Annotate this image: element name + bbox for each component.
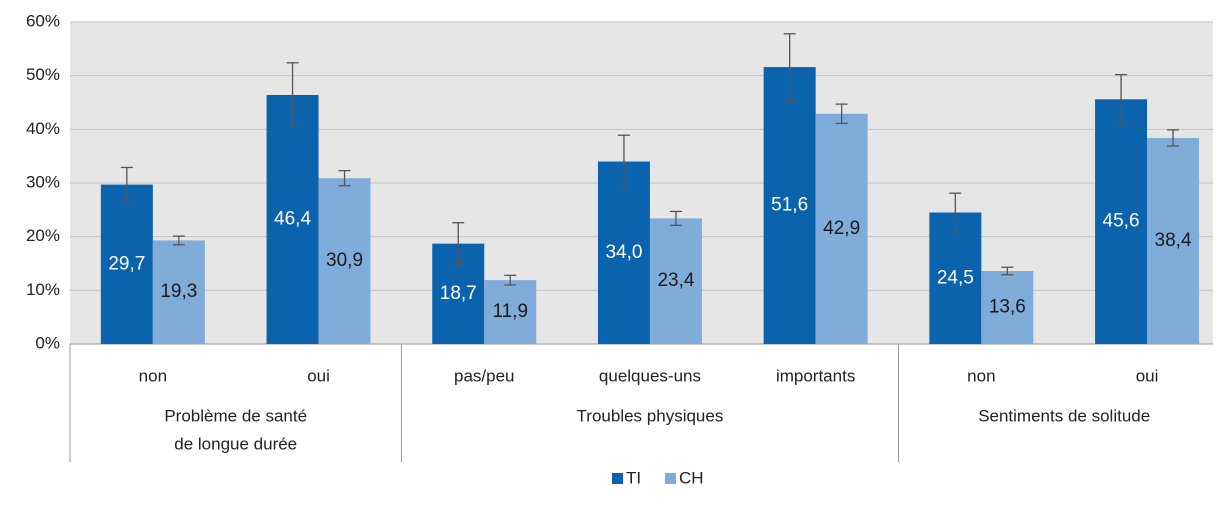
value-label: 45,6 <box>1103 211 1140 232</box>
bar <box>981 271 1034 344</box>
legend-label: CH <box>679 468 704 487</box>
bar <box>484 280 537 344</box>
y-tick-label: 50% <box>26 65 60 84</box>
value-label: 30,9 <box>326 250 363 271</box>
bar <box>649 218 702 344</box>
y-tick-label: 0% <box>35 333 60 352</box>
group-label: Troubles physiques <box>577 406 724 425</box>
x-tick-label: oui <box>307 366 330 385</box>
group-label: Problème de santé <box>164 406 307 425</box>
value-label: 38,4 <box>1155 230 1192 251</box>
bar <box>266 94 319 344</box>
bar <box>318 178 371 344</box>
bar <box>1095 99 1148 344</box>
x-tick-label: importants <box>776 366 855 385</box>
bar <box>100 184 153 344</box>
value-label: 18,7 <box>440 283 477 304</box>
x-tick-label: non <box>139 366 167 385</box>
bar <box>1147 137 1200 344</box>
x-tick-label: oui <box>1136 366 1159 385</box>
value-label: 11,9 <box>492 301 528 322</box>
value-label: 42,9 <box>823 218 860 239</box>
value-label: 29,7 <box>108 253 145 274</box>
y-tick-label: 40% <box>26 119 60 138</box>
x-tick-label: pas/peu <box>454 366 515 385</box>
value-label: 24,5 <box>937 267 974 288</box>
value-label: 34,0 <box>605 242 642 263</box>
group-label: Sentiments de solitude <box>978 406 1150 425</box>
x-tick-label: quelques-uns <box>599 366 701 385</box>
bar <box>152 240 205 344</box>
y-tick-label: 30% <box>26 172 60 191</box>
value-label: 51,6 <box>771 195 808 216</box>
value-label: 23,4 <box>657 270 694 291</box>
legend-swatch <box>665 473 676 484</box>
legend-label: TI <box>626 468 641 487</box>
bar <box>815 113 868 345</box>
y-tick-label: 60% <box>26 11 60 30</box>
bar <box>597 161 650 344</box>
value-label: 13,6 <box>989 297 1026 318</box>
x-tick-label: non <box>967 366 995 385</box>
group-label: de longue durée <box>174 434 297 453</box>
bar <box>929 212 982 344</box>
value-label: 19,3 <box>160 281 197 302</box>
bar <box>763 67 816 344</box>
legend-swatch <box>612 473 623 484</box>
y-tick-label: 10% <box>26 280 60 299</box>
value-label: 46,4 <box>274 209 311 230</box>
y-tick-label: 20% <box>26 226 60 245</box>
